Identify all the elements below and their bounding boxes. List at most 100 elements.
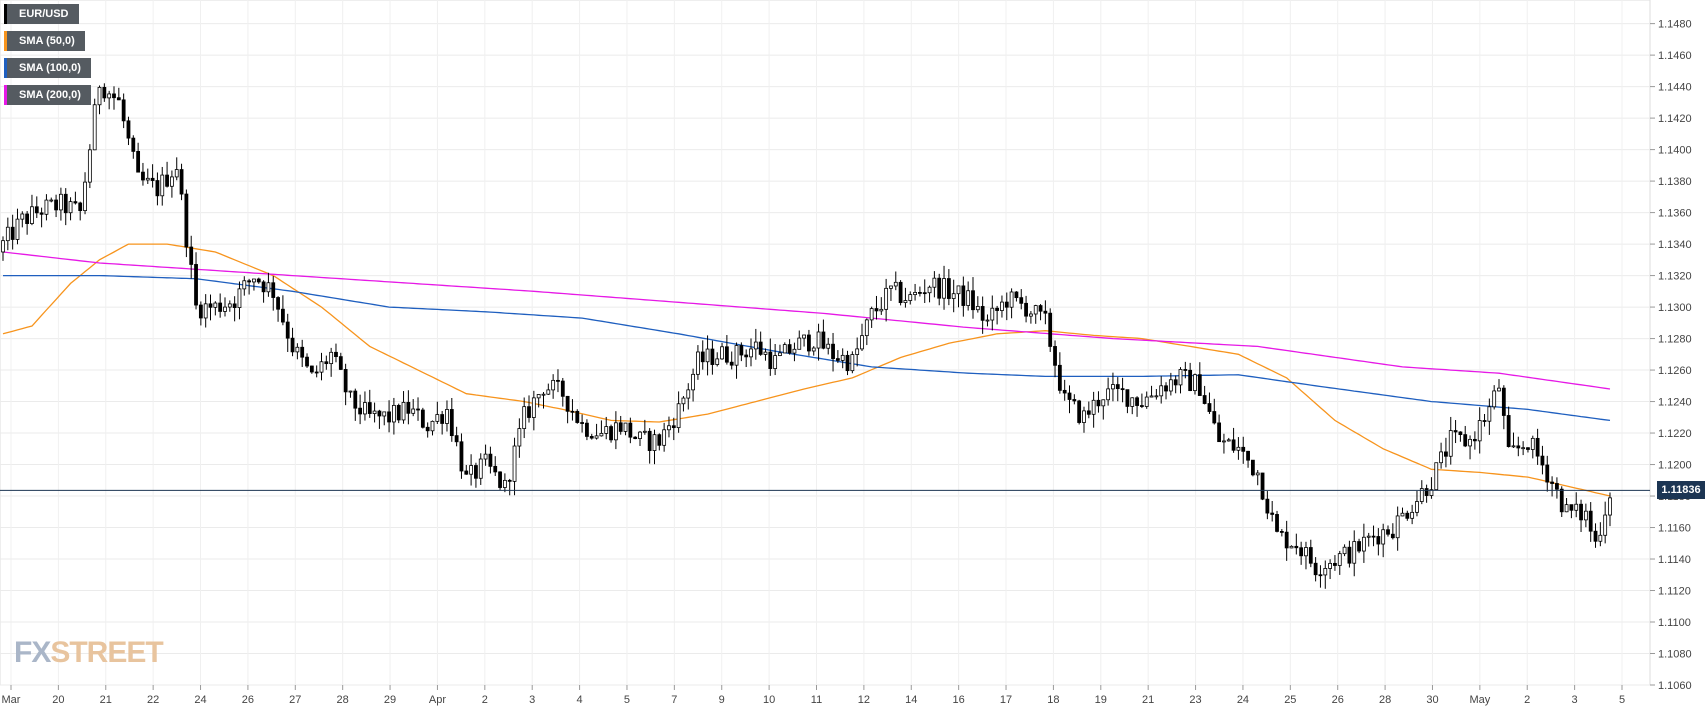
candle-body-down — [73, 201, 78, 204]
candle — [1231, 427, 1236, 453]
candle — [1173, 375, 1178, 394]
candle — [1260, 472, 1265, 501]
candle — [1453, 420, 1458, 444]
y-tick-label: 1.1060 — [1658, 680, 1692, 692]
candle — [1279, 528, 1284, 537]
candle — [387, 400, 391, 433]
candle — [348, 390, 353, 398]
candle — [1468, 435, 1472, 460]
candle — [1125, 389, 1130, 414]
candle — [1395, 506, 1400, 551]
candle — [1313, 557, 1318, 582]
candle — [49, 197, 54, 203]
candle — [1077, 399, 1082, 425]
candle — [1202, 385, 1207, 405]
candle-body-up — [667, 425, 671, 431]
candle — [174, 157, 179, 181]
candle-body-down — [63, 193, 68, 214]
candle-body-up — [1400, 512, 1405, 517]
candle-body-up — [5, 226, 10, 242]
candle — [1149, 385, 1154, 398]
candle — [1472, 431, 1477, 450]
candle-body-up — [363, 402, 367, 415]
candle — [1550, 476, 1554, 497]
candle — [1086, 401, 1091, 419]
candle — [696, 345, 700, 380]
candle — [1328, 559, 1333, 580]
x-tick-label: 29 — [384, 694, 396, 706]
candle-body-down — [78, 202, 83, 212]
candle — [995, 305, 1000, 325]
candle — [367, 389, 372, 418]
candle-body-down — [768, 351, 773, 369]
candle — [498, 471, 502, 490]
candle — [705, 335, 710, 376]
y-axis: 1.1480 1.1460 1.1440 1.1420 1.1400 1.1380 1.13… — [1650, 19, 1692, 692]
candle — [203, 294, 208, 328]
candle — [691, 368, 695, 402]
candle-body-down — [247, 280, 252, 283]
y-tick-label: 1.1460 — [1658, 50, 1692, 62]
candle — [667, 416, 671, 438]
y-tick-label: 1.1120 — [1658, 586, 1691, 598]
candle-body-down — [700, 351, 705, 363]
candle — [102, 83, 107, 102]
sma-200-line — [2, 251, 1611, 390]
candle — [1246, 450, 1250, 468]
candle-body-down — [1458, 431, 1463, 436]
candle-body-down — [1139, 405, 1144, 407]
candle-body-down — [54, 199, 58, 211]
candle — [319, 352, 324, 381]
candle-body-down — [570, 410, 575, 413]
candle — [377, 409, 382, 429]
candle — [937, 273, 942, 306]
candle-body-down — [918, 292, 922, 294]
candle-body-down — [1062, 389, 1067, 394]
candle — [879, 297, 884, 315]
grid-layer — [0, 0, 1650, 686]
y-tick-label: 1.1320 — [1658, 271, 1692, 283]
candle — [59, 187, 63, 221]
candle-body-down — [179, 169, 184, 195]
candle — [638, 430, 642, 446]
candle-body-down — [425, 426, 430, 432]
candle — [966, 281, 971, 311]
candle-body-up — [613, 422, 618, 441]
candle — [787, 339, 792, 355]
candle-body-up — [1029, 313, 1033, 317]
candle-body-up — [652, 434, 657, 451]
candle — [961, 276, 966, 317]
candle-body-up — [826, 343, 831, 349]
candle — [266, 272, 271, 297]
candle — [1593, 523, 1598, 548]
candle — [536, 394, 541, 408]
candle — [1342, 544, 1347, 557]
candle-body-down — [565, 395, 570, 412]
legend-label: EUR/USD — [7, 4, 79, 24]
candle — [464, 465, 469, 475]
candle — [1222, 433, 1226, 454]
x-tick-label: Apr — [429, 694, 446, 706]
x-tick-label: 24 — [194, 694, 206, 706]
candle — [642, 419, 647, 435]
candle-body-down — [971, 290, 975, 311]
candle — [372, 402, 377, 423]
candle — [295, 343, 300, 360]
candle — [1101, 399, 1106, 420]
candle-body-up — [242, 280, 247, 290]
candle-body-down — [1038, 305, 1043, 312]
candle — [1294, 533, 1299, 555]
candle — [1, 236, 5, 261]
candle — [1588, 502, 1593, 542]
candle-body-up — [1361, 536, 1366, 552]
candle-body-up — [295, 346, 300, 353]
candle-body-down — [937, 277, 942, 299]
candle-body-down — [377, 410, 382, 417]
candle — [778, 344, 782, 357]
candle — [845, 350, 850, 376]
candle-body-up — [1033, 305, 1038, 315]
candle-body-up — [1564, 504, 1569, 513]
candle — [763, 348, 768, 361]
candle — [406, 390, 411, 425]
x-tick-label: 10 — [763, 694, 775, 706]
